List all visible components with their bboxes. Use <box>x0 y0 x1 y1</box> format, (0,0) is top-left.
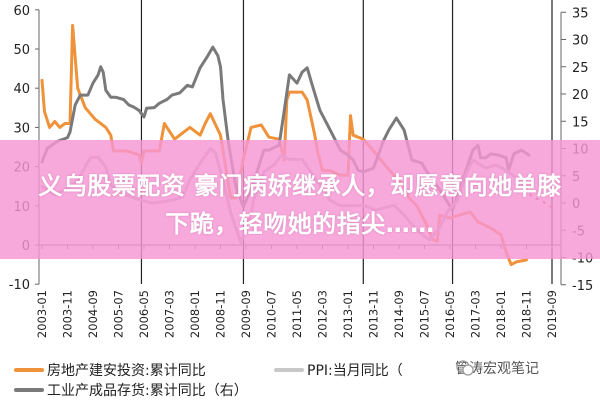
x-axis-tick-label: 2003-01 <box>35 290 49 338</box>
x-axis-tick-label: 2005-07 <box>112 290 126 338</box>
x-axis-tick-label: 2010-07 <box>265 290 279 338</box>
x-axis-tick-label: 2008-11 <box>214 290 228 338</box>
x-axis-tick-label: 2015-07 <box>418 290 432 338</box>
legend-swatch-inventory <box>14 388 44 392</box>
overlay-banner[interactable]: 义乌股票配资 豪门病娇继承人，却愿意向她单膝 下跪，轻吻她的指尖…… <box>0 140 600 259</box>
x-axis-tick-label: 2019-09 <box>545 290 559 338</box>
right-axis-tick-label: 35 <box>572 6 589 21</box>
watermark: 管涛宏观笔记 <box>455 358 539 378</box>
legend-ppi: PPI:当月同比（ <box>274 360 403 380</box>
legend-inventory: 工业产成品存货:累计同比（右） <box>14 380 248 400</box>
legend-investment: 房地产建安投资:累计同比 <box>14 360 206 380</box>
x-axis-tick-label: 2016-05 <box>443 290 457 338</box>
left-axis-tick-label: 50 <box>13 43 30 58</box>
left-axis-tick-label: 30 <box>13 121 30 136</box>
right-axis-tick-label: 30 <box>572 34 589 49</box>
legend-label-inventory: 工业产成品存货:累计同比（右） <box>47 383 248 399</box>
legend-label-ppi: PPI:当月同比（ <box>307 363 403 379</box>
x-axis-tick-label: 2006-05 <box>137 290 151 338</box>
watermark-text: 管涛宏观笔记 <box>455 361 539 377</box>
banner-line-1: 义乌股票配资 豪门病娇继承人，却愿意向她单膝 <box>38 172 562 200</box>
x-axis-tick-label: 2008-01 <box>188 290 202 338</box>
x-axis-tick-label: 2007-03 <box>163 290 177 338</box>
right-axis-tick-label: 25 <box>572 61 589 76</box>
left-axis-tick-label: 40 <box>13 82 30 97</box>
legend-swatch-investment <box>14 368 44 372</box>
banner-line-2: 下跪，轻吻她的指尖…… <box>165 210 435 238</box>
x-axis-tick-label: 2018-01 <box>494 290 508 338</box>
x-axis-tick-label: 2014-09 <box>392 290 406 338</box>
legend-label-investment: 房地产建安投资:累计同比 <box>47 363 206 379</box>
x-axis-tick-label: 2013-01 <box>341 290 355 338</box>
right-axis-tick-label: 15 <box>572 115 589 130</box>
x-axis-tick-label: 2018-11 <box>520 290 534 338</box>
x-axis-tick-label: 2003-11 <box>61 290 75 338</box>
left-axis-tick-label: 60 <box>13 4 30 19</box>
x-axis-tick-label: 2004-09 <box>86 290 100 338</box>
x-axis-tick-label: 2012-03 <box>316 290 330 338</box>
x-axis-tick-label: 2011-05 <box>290 290 304 338</box>
x-axis-tick-label: 2017-03 <box>469 290 483 338</box>
x-axis-tick-label: 2009-09 <box>239 290 253 338</box>
left-axis-tick-label: -10 <box>9 278 30 293</box>
wechat-icon <box>456 360 474 376</box>
right-axis-tick-label: -15 <box>572 279 593 294</box>
legend-swatch-ppi <box>274 368 304 372</box>
x-axis-tick-label: 2013-11 <box>367 290 381 338</box>
right-axis-tick-label: 20 <box>572 88 589 103</box>
